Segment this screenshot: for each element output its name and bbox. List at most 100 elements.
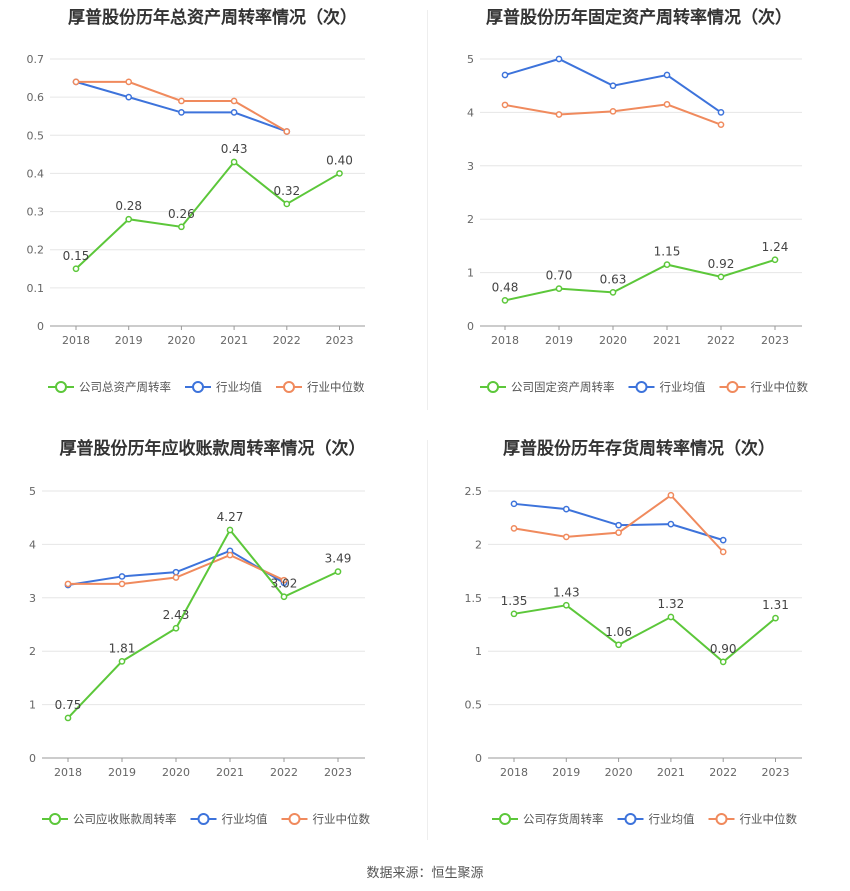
y-tick-label: 4 bbox=[29, 538, 36, 551]
y-tick-label: 0.3 bbox=[27, 206, 45, 219]
x-tick-label: 2018 bbox=[491, 334, 519, 347]
data-point-0 bbox=[172, 624, 180, 632]
chart-svg: 0 1 2 3 4 5 2018 2019 2020 2021 2022 2023 0.48 0.70 0.… bbox=[467, 53, 808, 394]
legend-marker bbox=[197, 813, 210, 825]
legend-item: 公司应收账款周转率 bbox=[42, 812, 177, 826]
data-point-0 bbox=[562, 601, 570, 609]
data-point-2 bbox=[118, 580, 126, 588]
chart-title: 厚普股份历年总资产周转率情况（次） bbox=[68, 8, 357, 28]
x-tick-label: 2023 bbox=[761, 334, 789, 347]
data-point-1 bbox=[555, 55, 563, 63]
y-tick-label: 3 bbox=[467, 160, 474, 173]
x-tick-label: 2020 bbox=[599, 334, 627, 347]
data-point-1 bbox=[125, 93, 133, 101]
legend-label: 公司总资产周转率 bbox=[79, 380, 171, 394]
data-point-0 bbox=[771, 256, 779, 264]
y-tick-label: 3 bbox=[29, 592, 36, 605]
data-label: 0.70 bbox=[546, 269, 573, 283]
data-point-1 bbox=[615, 521, 622, 529]
y-tick-label: 0 bbox=[467, 320, 474, 333]
legend-label: 行业中位数 bbox=[740, 812, 798, 826]
data-label: 4.27 bbox=[217, 510, 244, 524]
x-tick-label: 2019 bbox=[545, 334, 573, 347]
data-point-0 bbox=[118, 657, 126, 665]
x-tick-label: 2018 bbox=[500, 766, 528, 779]
data-source: 数据来源：恒生聚源 bbox=[366, 866, 484, 881]
data-point-0 bbox=[772, 614, 779, 622]
data-point-0 bbox=[510, 610, 518, 618]
legend-label: 行业均值 bbox=[222, 812, 268, 826]
data-point-2 bbox=[555, 111, 563, 118]
data-point-1 bbox=[230, 109, 238, 116]
data-point-1 bbox=[118, 573, 126, 580]
data-point-1 bbox=[717, 109, 725, 116]
data-point-0 bbox=[336, 170, 343, 177]
legend-item: 行业中位数 bbox=[719, 380, 808, 394]
legend-item: 行业均值 bbox=[185, 380, 262, 394]
legend-marker bbox=[288, 813, 301, 825]
data-point-1 bbox=[172, 568, 180, 576]
data-point-2 bbox=[226, 551, 234, 559]
x-tick-label: 2021 bbox=[220, 334, 248, 347]
data-point-2 bbox=[64, 580, 72, 588]
legend-marker bbox=[715, 813, 728, 825]
legend-item: 公司固定资产周转率 bbox=[480, 380, 615, 394]
y-tick-label: 0.5 bbox=[27, 129, 45, 142]
chart-panel-inventory-turnover: 厚普股份历年存货周转率情况（次） 0 0.5 1 1.5 2 2.5 2018 2019 202… bbox=[428, 425, 850, 855]
legend-label: 行业中位数 bbox=[313, 812, 371, 826]
y-tick-label: 2 bbox=[29, 645, 36, 658]
legend-marker bbox=[499, 813, 511, 825]
legend-item: 行业中位数 bbox=[276, 380, 365, 394]
data-label: 1.35 bbox=[501, 594, 528, 608]
legend-label: 行业均值 bbox=[216, 380, 262, 394]
data-label: 0.26 bbox=[168, 207, 195, 221]
data-label: 0.63 bbox=[600, 272, 627, 286]
legend-item: 公司总资产周转率 bbox=[48, 380, 171, 394]
y-tick-label: 4 bbox=[467, 106, 474, 119]
data-point-1 bbox=[178, 109, 185, 116]
legend-item: 行业均值 bbox=[190, 812, 268, 826]
y-tick-label: 0.1 bbox=[27, 282, 45, 295]
y-tick-label: 0.5 bbox=[465, 699, 483, 712]
x-tick-label: 2020 bbox=[167, 334, 195, 347]
data-label: 0.32 bbox=[273, 184, 300, 198]
data-point-1 bbox=[510, 500, 518, 508]
data-point-0 bbox=[615, 641, 622, 649]
data-label: 1.32 bbox=[658, 597, 685, 611]
x-tick-label: 2018 bbox=[62, 334, 90, 347]
panel-divider-bottom bbox=[427, 440, 428, 840]
legend-label: 行业中位数 bbox=[307, 380, 365, 394]
y-tick-label: 0 bbox=[29, 752, 36, 765]
data-point-0 bbox=[64, 714, 72, 722]
data-point-0 bbox=[72, 265, 80, 273]
chart-title: 厚普股份历年存货周转率情况（次） bbox=[503, 439, 775, 459]
series-line-0 bbox=[504, 258, 776, 302]
legend-marker bbox=[487, 381, 499, 393]
data-label: 1.06 bbox=[605, 625, 632, 639]
data-point-0 bbox=[334, 568, 342, 575]
x-tick-label: 2019 bbox=[115, 334, 143, 347]
data-point-0 bbox=[501, 297, 509, 304]
chart-panel-total-asset-turnover: 厚普股份历年总资产周转率情况（次） 0 0.1 0.2 0.3 0.4 0.5 0.6 0.7… bbox=[0, 0, 425, 420]
y-tick-label: 5 bbox=[467, 53, 474, 66]
y-tick-label: 0 bbox=[37, 320, 44, 333]
data-point-2 bbox=[609, 107, 617, 115]
x-tick-label: 2023 bbox=[762, 766, 790, 779]
series-line-1 bbox=[75, 80, 288, 133]
legend-marker bbox=[283, 381, 295, 393]
data-point-2 bbox=[125, 78, 133, 86]
data-label: 0.15 bbox=[63, 249, 90, 263]
data-point-1 bbox=[609, 82, 617, 90]
data-point-1 bbox=[663, 71, 671, 79]
y-tick-label: 0.4 bbox=[27, 167, 45, 180]
x-tick-label: 2023 bbox=[324, 766, 352, 779]
legend-label: 行业均值 bbox=[649, 812, 695, 826]
y-tick-label: 2.5 bbox=[465, 485, 483, 498]
y-tick-label: 2 bbox=[467, 213, 474, 226]
legend-item: 行业中位数 bbox=[281, 812, 371, 826]
data-point-2 bbox=[667, 491, 675, 499]
data-point-0 bbox=[609, 289, 617, 296]
y-tick-label: 0 bbox=[475, 752, 482, 765]
x-tick-label: 2020 bbox=[162, 766, 190, 779]
data-label: 1.24 bbox=[762, 240, 789, 254]
